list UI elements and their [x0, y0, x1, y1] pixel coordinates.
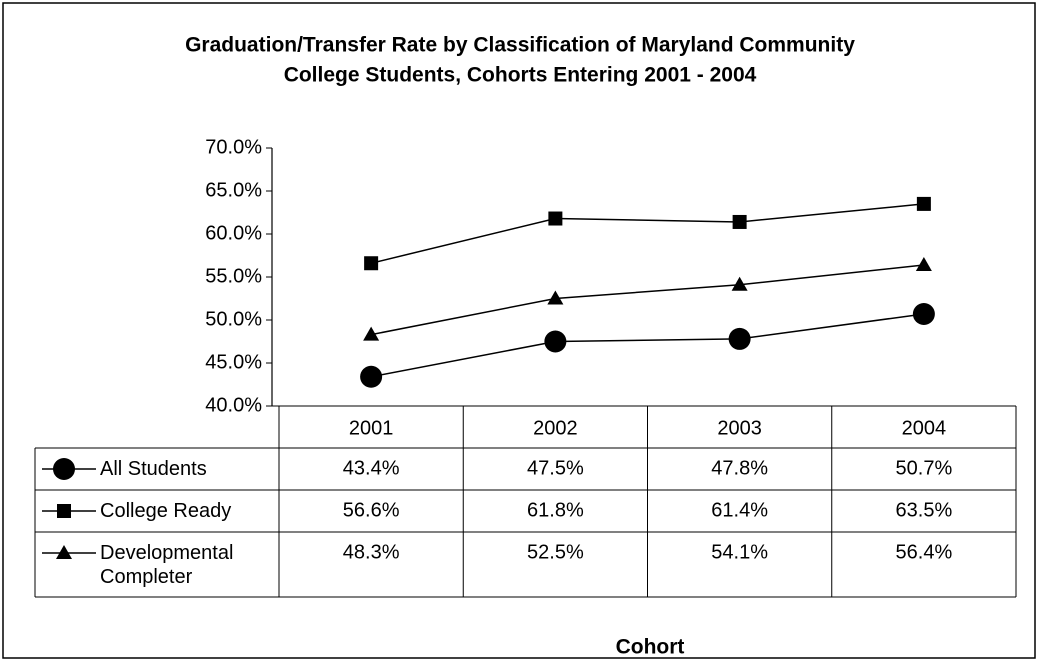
y-tick-label: 50.0% [205, 308, 262, 330]
legend-label: Developmental Completer [100, 542, 234, 588]
table-value: 47.8% [711, 457, 768, 479]
data-point [548, 211, 563, 226]
table-value: 56.4% [896, 541, 953, 563]
y-tick-label: 70.0% [205, 136, 262, 158]
table-value: 52.5% [527, 541, 584, 563]
chart-title: Graduation/Transfer Rate by Classificati… [185, 34, 855, 57]
table-value: 61.8% [527, 499, 584, 521]
y-tick-label: 45.0% [205, 351, 262, 373]
data-point [544, 330, 567, 353]
table-value: 61.4% [711, 499, 768, 521]
data-point [547, 290, 564, 305]
table-value: 50.7% [896, 457, 953, 479]
table-value: 47.5% [527, 457, 584, 479]
table-value: 56.6% [343, 499, 400, 521]
x-tick-label: 2001 [349, 417, 394, 439]
x-tick-label: 2003 [717, 417, 762, 439]
data-point [363, 326, 380, 341]
data-point [731, 276, 748, 291]
data-point [360, 365, 383, 388]
legend-marker [53, 458, 75, 480]
table-value: 63.5% [896, 499, 953, 521]
data-point [916, 196, 931, 211]
table-value: 48.3% [343, 541, 400, 563]
y-tick-label: 55.0% [205, 265, 262, 287]
data-point [915, 256, 932, 271]
legend-marker [56, 545, 72, 559]
series-line [370, 264, 924, 336]
legend-marker [57, 504, 71, 518]
data-point [732, 214, 747, 229]
x-tick-label: 2004 [902, 417, 947, 439]
table-value: 54.1% [711, 541, 768, 563]
legend-label: College Ready [100, 500, 232, 522]
x-tick-label: 2002 [533, 417, 578, 439]
data-point [912, 302, 935, 325]
series-line [370, 203, 924, 264]
y-tick-label: 65.0% [205, 179, 262, 201]
legend-label: All Students [100, 458, 207, 480]
y-tick-label: 40.0% [205, 394, 262, 416]
chart-title: College Students, Cohorts Entering 2001 … [284, 64, 757, 87]
y-tick-label: 60.0% [205, 222, 262, 244]
series-line [370, 313, 924, 378]
x-axis-label: Cohort [616, 636, 685, 659]
table-value: 43.4% [343, 457, 400, 479]
data-point [728, 327, 751, 350]
data-point [364, 256, 379, 271]
